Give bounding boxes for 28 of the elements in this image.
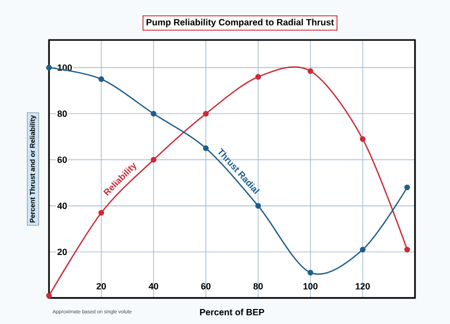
point: [360, 246, 366, 252]
point: [46, 292, 52, 299]
y-tick-label: 20: [58, 248, 67, 256]
point: [404, 246, 410, 252]
y-tick-label: 40: [57, 202, 67, 210]
x-tick-label: 100: [303, 283, 318, 290]
y-tick-label: 80: [57, 110, 67, 117]
point: [404, 184, 410, 190]
point: [98, 210, 104, 216]
x-tick-label: 120: [356, 283, 370, 290]
x-axis-title: Percent of BEP: [200, 308, 264, 316]
point: [203, 110, 209, 117]
point: [360, 136, 366, 142]
x-tick-label: 60: [201, 283, 210, 290]
y-tick-label: 60: [58, 156, 67, 163]
x-tick-label: 20: [96, 283, 106, 290]
point: [46, 64, 52, 70]
chart-title: Pump Reliability Compared to Radial Thrust: [146, 18, 334, 28]
point: [150, 110, 156, 117]
point: [203, 145, 209, 152]
point: [308, 68, 314, 74]
point: [255, 202, 261, 209]
point: [255, 74, 261, 80]
point: [308, 270, 314, 276]
point: [98, 76, 104, 82]
point: [150, 156, 156, 163]
x-tick-label: 40: [148, 283, 158, 290]
x-tick-label: 80: [253, 283, 263, 290]
